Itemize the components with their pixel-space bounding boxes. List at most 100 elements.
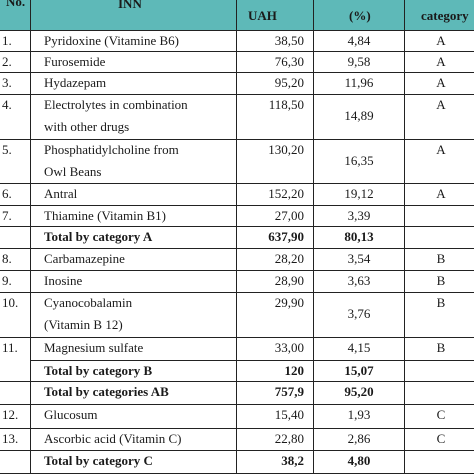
category-value: B [436, 340, 446, 355]
row-divider [0, 337, 474, 338]
category-value: C [436, 407, 446, 422]
inn-name: Ascorbic acid (Vitamin C) [44, 431, 182, 446]
inn-name: Owl Beans [44, 164, 102, 179]
category-value: A [436, 186, 446, 201]
inn-name: Thiamine (Vitamin B1) [44, 208, 166, 223]
inn-name: Total by categories AB [44, 384, 169, 399]
row-divider [0, 94, 474, 95]
row-number: 2. [2, 54, 12, 69]
row-divider [0, 248, 474, 249]
uah-value: 22,80 [274, 431, 304, 446]
uah-value: 33,00 [274, 340, 304, 355]
percent-value: 9,58 [347, 54, 371, 69]
col-line [30, 0, 31, 474]
inn-name: with other drugs [44, 119, 130, 134]
table-row: 4. Electrolytes in combination with other … [0, 94, 474, 139]
row-divider [0, 450, 474, 451]
row-divider [0, 139, 474, 140]
category-value: B [436, 251, 446, 266]
row-number: 8. [2, 251, 12, 266]
uah-value: 27,00 [274, 208, 304, 223]
percent-value: 80,13 [344, 229, 374, 244]
header-pct: (%) [349, 8, 371, 23]
inn-name: Magnesium sulfate [44, 340, 144, 355]
uah-value: 637,90 [268, 229, 304, 244]
row-divider [0, 381, 474, 382]
row-number: 12. [2, 407, 19, 422]
header-uah: UAH [248, 8, 277, 23]
percent-value: 3,54 [347, 251, 371, 266]
row-number: 7. [2, 208, 12, 223]
inn-name: Inosine [44, 273, 83, 288]
percent-value: 3,39 [347, 208, 371, 223]
uah-value: 28,90 [274, 273, 304, 288]
row-number: 3. [2, 75, 12, 90]
total-row: Total by categories AB 757,9 95,20 [0, 381, 474, 404]
percent-value: 11,96 [344, 75, 374, 90]
category-value: A [436, 75, 446, 90]
row-number: 11. [2, 340, 18, 355]
row-number: 1. [2, 33, 12, 48]
uah-value: 130,20 [268, 142, 304, 157]
uah-value: 757,9 [274, 384, 304, 399]
category-value: C [436, 431, 446, 446]
percent-value: 16,35 [344, 153, 374, 168]
row-divider [0, 226, 474, 227]
table-row: 11. Magnesium sulfate 33,00 4,15 B [0, 337, 474, 360]
percent-value: 4,80 [347, 453, 371, 468]
category-value: B [436, 273, 446, 288]
inn-name: Total by category B [44, 363, 153, 378]
percent-value: 1,93 [347, 407, 371, 422]
table-row: 9. Inosine 28,90 3,63 B [0, 270, 474, 292]
table-row: 3. Hydazepam 95,20 11,96 A [0, 72, 474, 94]
row-divider [0, 30, 474, 31]
category-value: A [436, 97, 446, 112]
row-number: 9. [2, 273, 12, 288]
row-divider [0, 72, 474, 73]
table-row: 6. Antral 152,20 19,12 A [0, 183, 474, 205]
uah-value: 15,40 [274, 407, 304, 422]
header-category: category [421, 8, 469, 23]
header-inn: INN [118, 0, 142, 11]
row-divider [30, 360, 474, 361]
inn-name: Glucosum [44, 407, 98, 422]
uah-value: 29,90 [274, 295, 304, 310]
table-row: 7. Thiamine (Vitamin B1) 27,00 3,39 [0, 205, 474, 226]
table-row: 1. Pyridoxine (Vitamine B6) 38,50 4,84 A [0, 30, 474, 51]
uah-value: 120 [284, 363, 305, 378]
row-number: 10. [2, 295, 19, 310]
uah-value: 152,20 [268, 186, 304, 201]
inn-name: Hydazepam [44, 75, 107, 90]
inn-name: Total by category C [44, 453, 153, 468]
inn-name: Antral [44, 186, 78, 201]
uah-value: 38,2 [281, 453, 304, 468]
row-divider [0, 292, 474, 293]
percent-value: 3,76 [347, 306, 371, 321]
inn-name: Total by category A [44, 229, 153, 244]
category-value: A [436, 142, 446, 157]
inn-name: Carbamazepine [44, 251, 125, 266]
table-row: 5. Phosphatidylcholine from Owl Beans 130,2… [0, 139, 474, 183]
percent-value: 14,89 [344, 108, 374, 123]
row-number: 4. [2, 97, 12, 112]
total-row: Total by category A 637,90 80,13 [0, 226, 474, 248]
category-value: B [436, 295, 446, 310]
table-header: No. INN UAH (%) category [0, 0, 474, 30]
percent-value: 2,86 [347, 431, 371, 446]
percent-value: 95,20 [344, 384, 374, 399]
inn-name: Pyridoxine (Vitamine B6) [44, 33, 179, 48]
row-divider [0, 205, 474, 206]
category-value: A [436, 54, 446, 69]
table-row: 2. Furosemide 76,30 9,58 A [0, 51, 474, 72]
row-divider [0, 428, 474, 429]
table-row: 13. Ascorbic acid (Vitamin C) 22,80 2,86 C [0, 428, 474, 450]
col-line [313, 0, 314, 474]
uah-value: 28,20 [274, 251, 304, 266]
inn-name: Electrolytes in combination [44, 97, 188, 112]
percent-value: 19,12 [344, 186, 374, 201]
inn-name: Furosemide [44, 54, 106, 69]
table-row: 12. Glucosum 15,40 1,93 C [0, 404, 474, 428]
total-row: Total by category B 120 15,07 [0, 360, 474, 381]
row-divider [0, 404, 474, 405]
percent-value: 15,07 [344, 363, 374, 378]
